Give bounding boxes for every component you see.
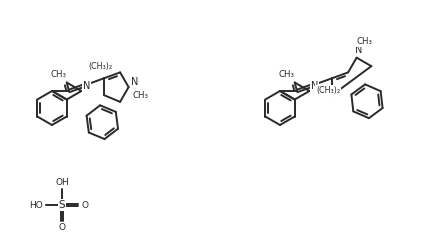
Text: CH₃: CH₃ bbox=[279, 70, 295, 79]
Text: (CH₃)₂: (CH₃)₂ bbox=[316, 86, 340, 95]
Text: N: N bbox=[355, 45, 362, 55]
Text: N: N bbox=[131, 77, 138, 87]
Text: N: N bbox=[83, 81, 90, 91]
Text: O: O bbox=[82, 200, 88, 209]
Text: (CH₃)₂: (CH₃)₂ bbox=[88, 62, 112, 71]
Text: N: N bbox=[311, 81, 318, 91]
Text: O: O bbox=[58, 224, 66, 233]
Text: HO: HO bbox=[29, 200, 43, 209]
Text: CH₃: CH₃ bbox=[357, 37, 372, 46]
Text: S: S bbox=[59, 200, 65, 210]
Text: OH: OH bbox=[55, 178, 69, 187]
Text: CH₃: CH₃ bbox=[132, 91, 149, 100]
Text: CH₃: CH₃ bbox=[51, 70, 67, 79]
